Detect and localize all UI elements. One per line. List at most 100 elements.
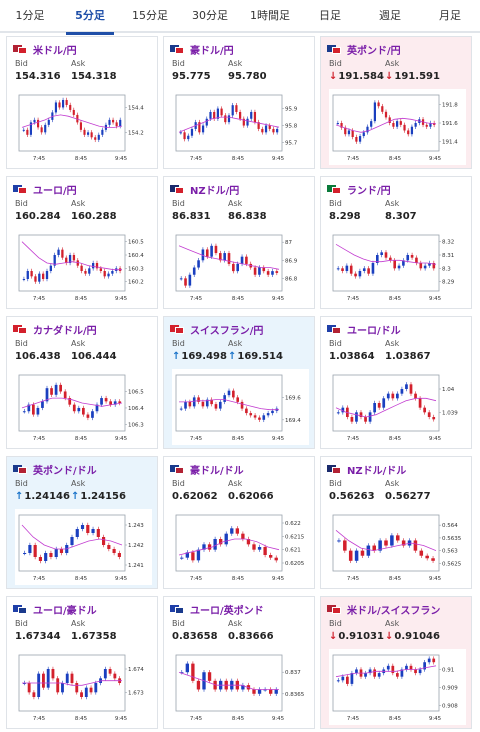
plot-area — [332, 654, 440, 712]
candle-body — [241, 533, 245, 539]
rate-card[interactable]: カナダドル/円 Bid Ask 106.438 106.444 106.5 106.4 106… — [6, 316, 158, 449]
tab-2[interactable]: 5分足 — [60, 0, 120, 35]
candle-body — [70, 673, 74, 683]
price-chart[interactable]: 87 86.9 86.8 7:45 8:45 9:45 — [172, 229, 309, 305]
ask-label: Ask — [71, 339, 86, 348]
tab-4[interactable]: 30分足 — [192, 9, 228, 22]
pair-name-link[interactable]: ユーロ/豪ドル — [33, 605, 97, 617]
y-tick-label: 1.674 — [128, 667, 144, 673]
moving-average-line — [335, 243, 437, 265]
price-chart[interactable]: 169.6 169.4 7:45 8:45 9:45 — [172, 369, 309, 445]
bid-price: 8.298 — [329, 211, 385, 222]
candle-body — [102, 537, 106, 545]
pair-name-link[interactable]: NZドル/ドル — [347, 465, 407, 477]
rate-card[interactable]: ユーロ/英ポンド Bid Ask 0.83658 0.83666 0.837 0.8365 7… — [163, 596, 315, 729]
price-chart[interactable]: 0.91 0.909 0.908 7:45 8:45 9:45 — [329, 649, 466, 725]
rate-card[interactable]: NZドル/ドル Bid Ask 0.56263 0.56277 0.564 0.5635 0.… — [320, 456, 472, 589]
candle-body — [405, 384, 408, 389]
price-chart[interactable]: 160.5 160.4 160.3 160.2 7:45 8:45 9:45 — [15, 229, 152, 305]
rate-card[interactable]: 豪ドル/円 Bid Ask 95.775 95.780 95.9 95.8 95.7 7:45 8… — [163, 36, 315, 169]
pair-name-link[interactable]: 英ポンド/ドル — [33, 465, 97, 477]
candle-body — [104, 398, 108, 402]
price-chart[interactable]: 8.32 8.31 8.3 8.29 7:45 8:45 9:45 — [329, 229, 466, 305]
pair-name-link[interactable]: 米ドル/スイスフラン — [347, 605, 441, 617]
price-chart[interactable]: 1.674 1.673 7:45 8:45 9:45 — [15, 649, 152, 725]
quote-labels: Bid Ask — [15, 619, 85, 628]
rate-card[interactable]: ユーロ/豪ドル Bid Ask 1.67344 1.67358 1.674 1.673 7:4… — [6, 596, 158, 729]
y-tick-label: 0.909 — [442, 686, 458, 692]
ask-price: 106.444 — [71, 351, 117, 362]
pair-name-link[interactable]: スイスフラン/円 — [190, 325, 264, 337]
rate-card[interactable]: 米ドル/円 Bid Ask 154.316 154.318 154.4 154.2 7:45 8… — [6, 36, 158, 169]
ask-value: 169.514 — [237, 351, 283, 362]
bid-label: Bid — [329, 619, 342, 628]
x-tick-label: 8:45 — [389, 716, 402, 722]
rate-card[interactable]: NZドル/円 Bid Ask 86.831 86.838 87 86.9 86.8 7:45 8:… — [163, 176, 315, 309]
x-tick-label: 9:45 — [115, 156, 128, 162]
tab-7[interactable]: 週足 — [379, 9, 401, 22]
tab-3[interactable]: 15分足 — [132, 9, 168, 22]
pair-name-link[interactable]: カナダドル/円 — [33, 325, 97, 337]
candle-body — [396, 121, 399, 127]
price-chart[interactable]: 154.4 154.2 7:45 8:45 9:45 — [15, 89, 152, 165]
card-header: 米ドル/円 — [13, 42, 77, 57]
ask-price: 0.62066 — [228, 491, 274, 502]
pair-name-link[interactable]: 米ドル/円 — [33, 45, 77, 57]
rate-card[interactable]: 豪ドル/ドル Bid Ask 0.62062 0.62066 0.622 0.6215 0.6… — [163, 456, 315, 589]
pair-name-link[interactable]: 豪ドル/円 — [190, 45, 234, 57]
tab-8[interactable]: 月足 — [439, 9, 461, 22]
rate-card[interactable]: ユーロ/円 Bid Ask 160.284 160.288 160.5 160.4 160.3… — [6, 176, 158, 309]
candle-body — [396, 535, 400, 541]
y-tick-label: 86.8 — [285, 276, 298, 282]
price-chart[interactable]: 106.5 106.4 106.3 7:45 8:45 9:45 — [15, 369, 152, 445]
candle-body — [61, 683, 64, 693]
price-chart[interactable]: 1.243 1.242 1.241 7:45 8:45 9:45 — [15, 509, 152, 585]
candle-body — [348, 550, 353, 561]
tab-6[interactable]: 日足 — [319, 9, 341, 22]
price-chart[interactable]: 1.04 1.039 7:45 8:45 9:45 — [329, 369, 466, 445]
pair-name-link[interactable]: ユーロ/英ポンド — [190, 605, 264, 617]
moving-average-line — [21, 524, 123, 550]
candle-body — [269, 689, 273, 694]
candle-body — [75, 529, 79, 537]
price-chart[interactable]: 0.837 0.8365 7:45 8:45 9:45 — [172, 649, 309, 725]
moving-average-line — [178, 116, 280, 133]
x-tick-label: 7:45 — [33, 576, 46, 582]
rate-card[interactable]: 英ポンド/円 Bid Ask ↓ 191.584 ↓ 191.591 191.8 191.6 19… — [320, 36, 472, 169]
price-chart[interactable]: 0.564 0.5635 0.563 0.5625 7:45 8:45 9:45 — [329, 509, 466, 585]
rate-card[interactable]: ランド/円 Bid Ask 8.298 8.307 8.32 8.31 8.3 8.29 7:45… — [320, 176, 472, 309]
rate-card[interactable]: 米ドル/スイスフラン Bid Ask ↓ 0.91031 ↓ 0.91046 0.91 0.90… — [320, 596, 472, 729]
tab-5[interactable]: 1時間足 — [250, 9, 290, 22]
price-chart[interactable]: 95.9 95.8 95.7 7:45 8:45 9:45 — [172, 89, 309, 165]
candle-body — [83, 129, 86, 135]
candle-body — [347, 130, 351, 135]
chart-svg: 1.243 1.242 1.241 7:45 8:45 9:45 — [18, 514, 144, 582]
rate-card[interactable]: 英ポンド/ドル Bid Ask ↑ 1.24146 ↑ 1.24156 1.243 1.242 1… — [6, 456, 158, 589]
candle-body — [108, 669, 112, 674]
candle-body — [29, 122, 32, 135]
pair-name-link[interactable]: NZドル/円 — [190, 185, 240, 197]
candle-body — [235, 528, 239, 534]
tab-1[interactable]: 1分足 — [15, 9, 45, 22]
y-tick-label: 0.563 — [442, 549, 458, 555]
candle-body — [196, 680, 201, 690]
price-chart[interactable]: 0.622 0.6215 0.621 0.6205 7:45 8:45 9:45 — [172, 509, 309, 585]
y-tick-label: 160.5 — [128, 240, 144, 246]
ask-value: 1.03867 — [385, 351, 431, 362]
rate-card[interactable]: ユーロ/ドル Bid Ask 1.03864 1.03867 1.04 1.039 7:45 8… — [320, 316, 472, 449]
moving-average-line — [335, 529, 437, 552]
pair-name-link[interactable]: ランド/円 — [347, 185, 391, 197]
pair-name-link[interactable]: ユーロ/ドル — [347, 325, 401, 337]
candle-body — [377, 403, 381, 408]
x-tick-label: 9:45 — [115, 576, 128, 582]
candle-body — [180, 672, 184, 674]
rate-card[interactable]: スイスフラン/円 Bid Ask ↑ 169.498 ↑ 169.514 169.6 169.4… — [163, 316, 315, 449]
card-header: 豪ドル/ドル — [170, 462, 244, 477]
price-chart[interactable]: 191.8 191.6 191.4 7:45 8:45 9:45 — [329, 89, 466, 165]
candle-body — [389, 257, 392, 261]
pair-name-link[interactable]: ユーロ/円 — [33, 185, 77, 197]
x-tick-label: 7:45 — [33, 436, 46, 442]
bid-label: Bid — [15, 479, 28, 488]
pair-name-link[interactable]: 英ポンド/円 — [347, 45, 401, 57]
pair-name-link[interactable]: 豪ドル/ドル — [190, 465, 244, 477]
